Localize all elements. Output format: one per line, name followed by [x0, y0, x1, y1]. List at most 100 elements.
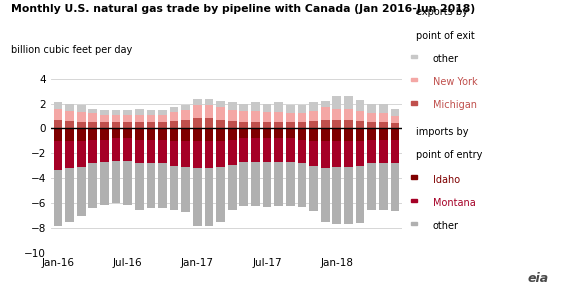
Text: point of exit: point of exit — [416, 31, 475, 40]
Bar — [147, 128, 155, 140]
Bar — [205, 168, 213, 226]
Bar — [239, 104, 248, 111]
Bar — [298, 163, 306, 207]
Bar — [77, 141, 85, 167]
Bar — [205, 128, 213, 141]
Bar — [193, 118, 201, 128]
Bar — [355, 121, 365, 128]
Bar — [135, 163, 144, 210]
Bar — [54, 141, 62, 170]
Bar — [263, 139, 272, 162]
Bar — [77, 112, 85, 122]
Bar — [123, 110, 132, 115]
Bar — [321, 120, 329, 128]
Bar — [332, 141, 341, 167]
Bar — [170, 112, 178, 121]
Bar — [181, 120, 190, 128]
Bar — [321, 141, 329, 168]
Bar — [286, 105, 295, 113]
Bar — [367, 128, 376, 140]
Bar — [332, 96, 341, 109]
Bar — [263, 104, 272, 112]
Bar — [286, 122, 295, 128]
Bar — [100, 140, 109, 162]
Bar — [286, 162, 295, 206]
Bar — [54, 102, 62, 109]
Bar — [112, 122, 121, 128]
Bar — [88, 128, 97, 140]
Bar — [123, 115, 132, 122]
Bar — [391, 163, 399, 211]
Bar — [147, 110, 155, 115]
Text: other: other — [433, 221, 459, 231]
Bar — [239, 111, 248, 122]
Bar — [309, 121, 318, 128]
Bar — [321, 101, 329, 107]
Bar — [275, 112, 283, 122]
Bar — [216, 107, 225, 120]
Bar — [228, 110, 237, 121]
Text: Michigan: Michigan — [433, 100, 477, 110]
Bar — [193, 105, 201, 118]
Bar — [193, 141, 201, 168]
Bar — [344, 120, 353, 128]
Bar — [123, 122, 132, 128]
Bar — [355, 166, 365, 223]
Bar — [228, 121, 237, 128]
Bar — [54, 109, 62, 120]
Bar — [170, 107, 178, 112]
Bar — [158, 110, 167, 115]
Bar — [100, 115, 109, 122]
Bar — [158, 115, 167, 122]
Bar — [181, 167, 190, 212]
Bar — [205, 99, 213, 105]
Bar — [286, 113, 295, 122]
Bar — [216, 101, 225, 107]
Bar — [379, 113, 388, 122]
Bar — [216, 120, 225, 128]
Bar — [100, 128, 109, 140]
Bar — [275, 122, 283, 128]
Bar — [100, 122, 109, 128]
Bar — [286, 128, 295, 139]
Bar — [379, 122, 388, 128]
Bar — [54, 120, 62, 128]
Bar — [344, 128, 353, 141]
Bar — [298, 140, 306, 163]
Bar — [286, 139, 295, 162]
Bar — [170, 166, 178, 210]
Bar — [77, 167, 85, 216]
Text: Montana: Montana — [433, 198, 476, 208]
Bar — [251, 162, 260, 206]
Bar — [355, 128, 365, 141]
Bar — [391, 128, 399, 140]
Bar — [263, 122, 272, 128]
Bar — [263, 128, 272, 139]
Bar — [332, 120, 341, 128]
Bar — [228, 102, 237, 110]
Bar — [228, 128, 237, 140]
Bar — [181, 141, 190, 167]
Bar — [181, 105, 190, 110]
Bar — [135, 122, 144, 128]
Bar — [216, 167, 225, 222]
Bar — [391, 140, 399, 163]
Bar — [135, 140, 144, 163]
Bar — [88, 122, 97, 128]
Bar — [391, 109, 399, 116]
Bar — [332, 128, 341, 141]
Bar — [344, 96, 353, 109]
Bar — [205, 105, 213, 118]
Bar — [193, 168, 201, 226]
Bar — [100, 162, 109, 205]
Bar — [309, 166, 318, 211]
Bar — [309, 102, 318, 111]
Bar — [309, 111, 318, 121]
Bar — [263, 112, 272, 122]
Text: exports by: exports by — [416, 7, 468, 17]
Bar — [298, 105, 306, 113]
Bar — [88, 113, 97, 122]
Bar — [123, 161, 132, 205]
Bar — [170, 121, 178, 128]
Bar — [147, 163, 155, 208]
